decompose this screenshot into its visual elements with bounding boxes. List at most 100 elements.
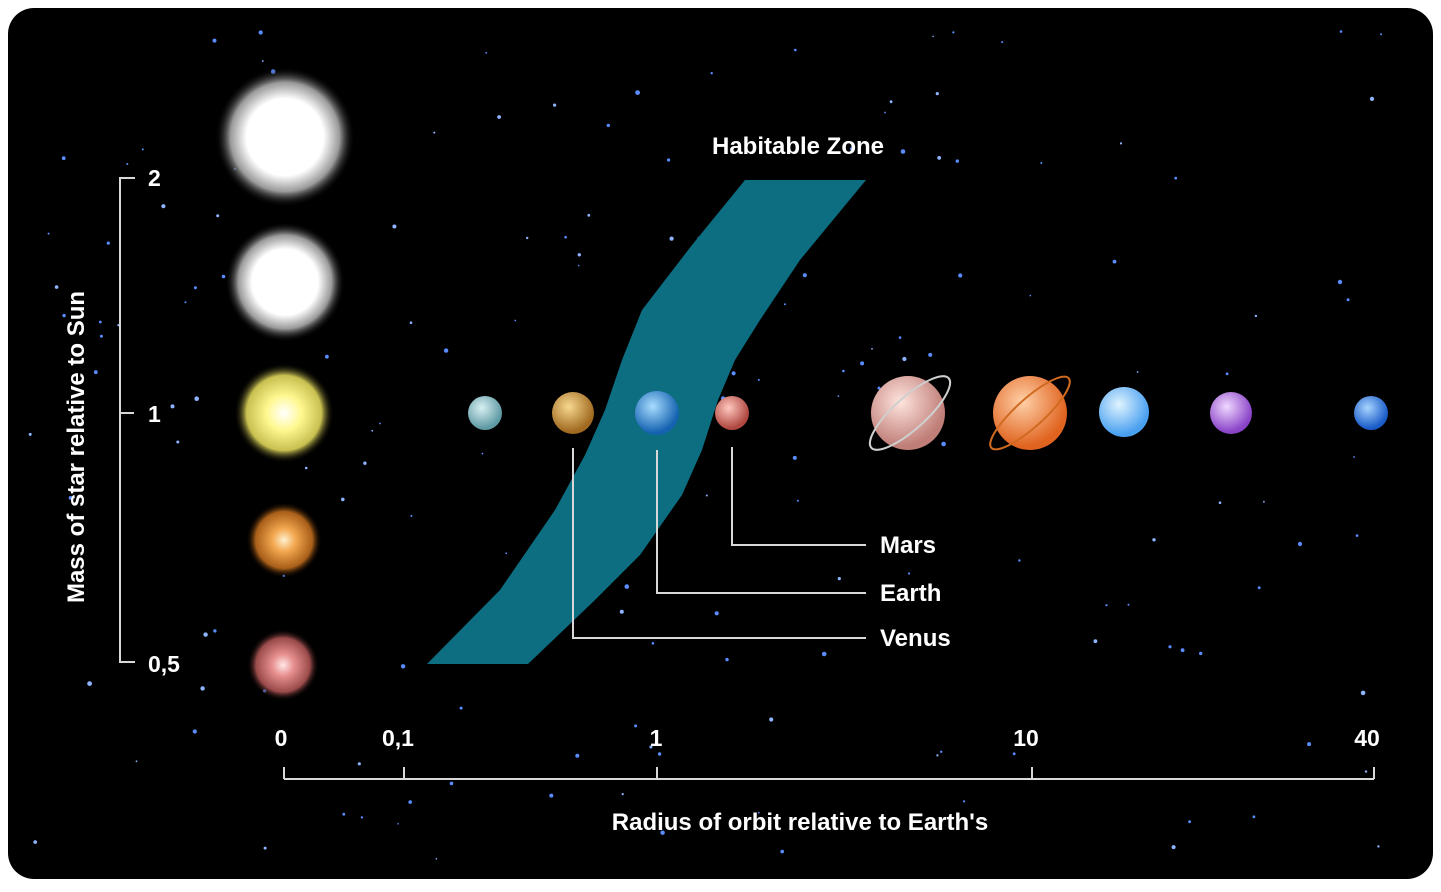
background-star-dot	[357, 762, 361, 766]
background-star-dot	[1360, 690, 1366, 696]
background-star-dot	[1377, 845, 1380, 848]
mars-leader-line	[731, 447, 866, 546]
earth-label: Earth	[880, 580, 941, 607]
background-star-dot	[409, 321, 413, 325]
background-star-dot	[1337, 279, 1343, 285]
background-star-dot	[1012, 752, 1016, 756]
background-star-dot	[657, 752, 662, 756]
background-star-dot	[1364, 770, 1368, 773]
background-star-dot	[705, 494, 708, 497]
mars-icon	[715, 396, 749, 430]
x-tick-40: 40	[1354, 725, 1380, 751]
x-axis	[283, 767, 1375, 780]
background-star-dot	[621, 793, 624, 796]
background-star-dot	[780, 849, 784, 854]
background-star-dot	[928, 352, 933, 357]
background-star-dot	[1001, 41, 1004, 44]
background-star-dot	[902, 356, 907, 362]
x-tick-0: 0	[275, 725, 288, 751]
neptune-icon	[1210, 392, 1252, 434]
background-star-dot	[898, 336, 902, 339]
background-star-dot	[587, 213, 591, 217]
background-star-dot	[193, 286, 197, 290]
background-star-dot	[669, 236, 674, 241]
background-star-dot	[61, 156, 66, 161]
background-star-dot	[1257, 586, 1261, 590]
background-star-dot	[871, 348, 873, 350]
background-star-dot	[449, 781, 454, 786]
background-star-dot	[481, 452, 484, 455]
white-star-large-icon	[215, 67, 355, 207]
background-star-dot	[877, 386, 881, 390]
background-star-dot	[792, 455, 797, 460]
background-star-dot	[371, 429, 374, 432]
background-star-dot	[1380, 33, 1382, 36]
background-star-dot	[757, 811, 760, 814]
background-star-dot	[443, 348, 449, 353]
background-star-dot	[577, 253, 581, 257]
background-star-dot	[1218, 501, 1222, 505]
background-star-dot	[68, 496, 73, 500]
earth-leader-line	[656, 450, 866, 594]
background-star-dot	[1136, 371, 1139, 373]
background-star-dot	[62, 313, 66, 318]
background-star-dot	[1225, 372, 1229, 376]
background-star-dot	[1168, 645, 1172, 649]
background-star-dot	[1119, 142, 1123, 145]
background-star-dot	[1127, 603, 1130, 606]
background-star-dot	[216, 214, 220, 218]
background-star-dot	[821, 651, 827, 657]
background-star-dot	[1112, 259, 1117, 264]
background-star-dot	[497, 115, 501, 119]
background-star-dot	[400, 664, 406, 669]
background-star-dot	[963, 800, 966, 803]
background-star-dot	[135, 760, 138, 763]
background-star-dot	[850, 147, 854, 151]
background-star-dot	[87, 681, 92, 686]
background-star-dot	[1297, 541, 1303, 547]
background-star-dot	[28, 432, 32, 436]
background-star-dot	[725, 657, 729, 662]
background-star-dot	[1188, 820, 1191, 824]
background-star-dot	[485, 51, 488, 54]
background-star-dot	[907, 572, 911, 575]
background-star-dot	[1018, 559, 1021, 562]
background-star-dot	[1174, 176, 1178, 180]
background-star-dot	[1263, 500, 1265, 503]
venus-leader-line	[572, 448, 866, 639]
background-star-dot	[731, 371, 736, 376]
background-star-dot	[941, 441, 946, 447]
uranus-icon	[1099, 387, 1149, 437]
background-star-dot	[1369, 96, 1375, 101]
background-star-dot	[1105, 604, 1108, 607]
background-star-dot	[651, 642, 655, 645]
red-star-icon	[247, 629, 319, 701]
background-star-dot	[258, 30, 263, 35]
background-star-dot	[505, 552, 508, 555]
y-tick-2: 2	[148, 165, 161, 191]
background-star-dot	[379, 422, 381, 425]
white-star-icon	[225, 222, 345, 342]
x-axis-title: Radius of orbit relative to Earth's	[612, 809, 988, 836]
background-star-dot	[126, 163, 129, 165]
jupiter-icon	[989, 375, 1071, 451]
background-star-dot	[958, 273, 963, 278]
background-star-dot	[1029, 294, 1032, 297]
venus-label: Venus	[880, 625, 951, 652]
y-tick-0-5: 0,5	[148, 651, 180, 677]
background-star-dot	[1093, 639, 1098, 644]
background-star-dot	[433, 131, 436, 134]
background-star-dot	[213, 629, 217, 633]
background-star-dot	[514, 319, 517, 322]
background-star-dot	[1040, 162, 1043, 164]
background-star-dot	[1180, 648, 1185, 653]
background-star-dot	[796, 499, 799, 502]
background-star-dot	[1346, 298, 1350, 302]
background-star-dot	[1171, 845, 1176, 850]
background-star-dot	[710, 72, 713, 75]
mercury-icon	[468, 396, 502, 430]
background-star-dot	[54, 285, 59, 289]
mars-label: Mars	[880, 532, 936, 559]
background-star-dot	[860, 361, 865, 366]
background-star-dot	[98, 320, 102, 324]
